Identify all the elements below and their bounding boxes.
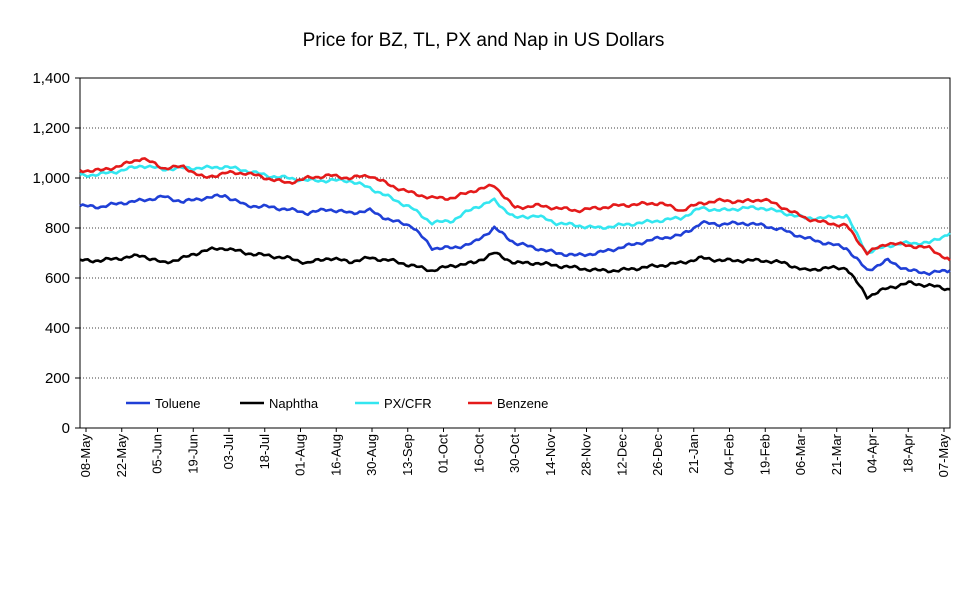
series-lines bbox=[79, 157, 951, 300]
gridlines bbox=[80, 127, 950, 379]
x-tick-label: 08-May bbox=[78, 434, 93, 478]
chart-title: Price for BZ, TL, PX and Nap in US Dolla… bbox=[302, 30, 665, 51]
x-tick-label: 22-May bbox=[114, 434, 129, 478]
x-tick-label: 21-Mar bbox=[829, 433, 844, 475]
x-tick-label: 01-Aug bbox=[293, 434, 308, 476]
x-tick-label: 06-Mar bbox=[793, 433, 808, 475]
x-tick-label: 28-Nov bbox=[579, 434, 594, 476]
x-tick-label: 30-Oct bbox=[507, 434, 522, 473]
x-tick-label: 16-Aug bbox=[328, 434, 343, 476]
x-tick-label: 16-Oct bbox=[471, 434, 486, 473]
y-tick-label: 800 bbox=[45, 220, 70, 237]
legend-label: PX/CFR bbox=[384, 396, 432, 411]
y-tick-label: 0 bbox=[62, 420, 70, 437]
series-line-px-cfr bbox=[79, 164, 951, 255]
x-tick-label: 04-Feb bbox=[722, 434, 737, 475]
legend: Toluene Naphtha PX/CFR Benzene bbox=[126, 396, 548, 411]
series-line-benzene bbox=[79, 157, 951, 262]
x-tick-label: 19-Feb bbox=[757, 434, 772, 475]
legend-label: Toluene bbox=[155, 396, 201, 411]
x-axis: 08-May 22-May 05-Jun 19-Jun 03-Jul 18-Jul 01-A… bbox=[78, 428, 951, 477]
x-tick-label: 05-Jun bbox=[150, 434, 165, 474]
legend-label: Naphtha bbox=[269, 396, 319, 411]
legend-label: Benzene bbox=[497, 396, 548, 411]
x-tick-label: 18-Jul bbox=[257, 434, 272, 470]
y-tick-label: 400 bbox=[45, 320, 70, 337]
y-tick-label: 1,200 bbox=[32, 120, 70, 137]
series-line-naphtha bbox=[79, 246, 951, 300]
x-tick-label: 19-Jun bbox=[185, 434, 200, 474]
y-axis: 0 200 400 600 800 1,000 1,200 1,400 bbox=[32, 70, 80, 437]
x-tick-label: 13-Sep bbox=[400, 434, 415, 476]
y-tick-label: 200 bbox=[45, 370, 70, 387]
x-tick-label: 30-Aug bbox=[364, 434, 379, 476]
plot-area bbox=[79, 77, 951, 429]
y-tick-label: 600 bbox=[45, 270, 70, 287]
x-tick-label: 03-Jul bbox=[221, 434, 236, 470]
x-tick-label: 12-Dec bbox=[614, 434, 629, 476]
x-tick-label: 04-Apr bbox=[865, 433, 880, 473]
x-tick-label: 26-Dec bbox=[650, 434, 665, 476]
x-tick-label: 07-May bbox=[936, 434, 951, 478]
x-tick-label: 21-Jan bbox=[686, 434, 701, 474]
y-tick-label: 1,400 bbox=[32, 70, 70, 87]
x-tick-label: 14-Nov bbox=[543, 434, 558, 476]
y-tick-label: 1,000 bbox=[32, 170, 70, 187]
x-tick-label: 18-Apr bbox=[900, 433, 915, 473]
x-tick-label: 01-Oct bbox=[436, 434, 451, 473]
series-line-toluene bbox=[79, 193, 951, 276]
